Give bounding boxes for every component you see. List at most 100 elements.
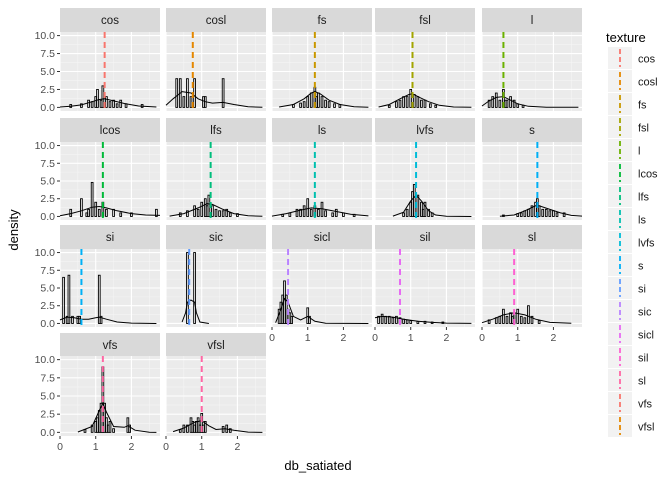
legend-item-fs: fs bbox=[608, 93, 647, 115]
y-tick-label: 5.0 bbox=[40, 176, 55, 188]
x-tick-label: 2 bbox=[235, 441, 241, 453]
facet-strip-label: lcos bbox=[100, 125, 121, 137]
histogram-bar bbox=[505, 99, 509, 108]
histogram-bar bbox=[402, 318, 405, 324]
histogram-bar bbox=[97, 208, 101, 217]
facet-strip bbox=[482, 225, 582, 249]
histogram-bar bbox=[193, 252, 196, 324]
facet-strip bbox=[375, 8, 475, 32]
facet-strip-label: si bbox=[106, 232, 114, 244]
histogram-bar bbox=[78, 315, 81, 324]
facet-strip bbox=[60, 333, 160, 357]
histogram-bar bbox=[105, 96, 108, 108]
facet-panel-sicl: sicl bbox=[271, 225, 372, 327]
facet-strip-label: cos bbox=[101, 15, 119, 27]
histogram-bar bbox=[334, 208, 338, 217]
y-tick-label: 7.5 bbox=[40, 48, 55, 60]
histogram-bar bbox=[69, 208, 73, 217]
histogram-bar bbox=[295, 208, 299, 217]
legend-item-sl: sl bbox=[608, 369, 646, 391]
histogram-bar bbox=[387, 104, 391, 108]
y-tick-label: 7.5 bbox=[40, 372, 55, 384]
histogram-bar bbox=[519, 315, 523, 324]
histogram-bar bbox=[555, 212, 559, 217]
histogram-bar bbox=[299, 102, 302, 108]
histogram-bar bbox=[395, 315, 398, 324]
histogram-bar bbox=[182, 96, 186, 108]
facet-panels: cos cosl fs fsl l lcos lfs ls lvfs s si sic sicl sil s… bbox=[59, 8, 583, 436]
facet-strip bbox=[482, 8, 582, 32]
histogram-bar bbox=[225, 208, 229, 217]
facet-strip bbox=[166, 333, 266, 357]
histogram-bar bbox=[523, 210, 527, 217]
legend-item-sicl: sicl bbox=[608, 323, 654, 345]
histogram-bar bbox=[380, 313, 384, 324]
histogram-bar bbox=[309, 92, 313, 108]
density-curve bbox=[499, 205, 583, 217]
x-tick-label: 0 bbox=[372, 332, 378, 344]
histogram-bar bbox=[498, 99, 502, 108]
histogram-bar bbox=[128, 424, 131, 433]
facet-strip-label: vfs bbox=[103, 340, 118, 352]
histogram-bar bbox=[427, 208, 430, 217]
histogram-bar bbox=[320, 96, 324, 108]
legend-label: si bbox=[638, 284, 646, 296]
histogram-bar bbox=[398, 99, 402, 108]
legend-items: cos cosl fs fsl l lcos lfs ls lvfs s si sic sicl sil s… bbox=[608, 47, 658, 437]
facet-panel-vfs: vfs bbox=[59, 333, 160, 436]
facet-panel-cos: cos bbox=[59, 8, 160, 111]
legend-item-lcos: lcos bbox=[608, 162, 658, 184]
y-tick-label: 2.5 bbox=[40, 409, 55, 421]
histogram-bar bbox=[200, 413, 204, 433]
legend-item-cosl: cosl bbox=[608, 70, 658, 92]
histogram-bar bbox=[402, 212, 405, 217]
legend-label: lfs bbox=[638, 192, 650, 204]
facet-panel-cosl: cosl bbox=[165, 8, 266, 111]
histogram-bar bbox=[94, 201, 98, 217]
histogram-bar bbox=[377, 315, 380, 324]
facet-strip bbox=[166, 118, 266, 142]
histogram-bar bbox=[527, 208, 530, 217]
facet-strip-label: lvfs bbox=[416, 125, 434, 137]
facet-strip bbox=[272, 8, 372, 32]
histogram-bar bbox=[178, 78, 182, 108]
histogram-bar bbox=[317, 92, 320, 108]
facet-panel-ls: ls bbox=[271, 118, 372, 220]
y-tick-label: 0.0 bbox=[40, 318, 55, 330]
histogram-bar bbox=[97, 274, 101, 324]
histogram-bar bbox=[112, 428, 115, 433]
facet-panel-lcos: lcos bbox=[59, 118, 161, 220]
facet-strip bbox=[60, 8, 160, 32]
axes: 0.02.55.07.510.00.02.55.07.510.00.02.55.… bbox=[35, 30, 557, 453]
histogram-bar bbox=[80, 103, 83, 108]
histogram-bar bbox=[186, 210, 189, 217]
x-tick-label: 0 bbox=[269, 332, 275, 344]
histogram-bar bbox=[333, 103, 336, 108]
density-curve bbox=[59, 98, 157, 108]
histogram-bar bbox=[420, 99, 423, 108]
legend-label: fsl bbox=[638, 123, 649, 135]
histogram-bar bbox=[324, 210, 327, 217]
legend-item-vfs: vfs bbox=[608, 392, 653, 414]
density-curve bbox=[378, 93, 472, 108]
histogram-bar bbox=[423, 201, 427, 217]
histogram-bar bbox=[119, 212, 123, 217]
histogram-bar bbox=[96, 89, 99, 108]
legend-label: cosl bbox=[638, 77, 658, 89]
histogram-bar bbox=[87, 208, 90, 217]
histogram-bar bbox=[108, 101, 112, 108]
facet-panel-sic: sic bbox=[165, 225, 266, 327]
histogram-bar bbox=[416, 96, 420, 108]
histogram-bar bbox=[527, 305, 530, 324]
y-tick-label: 0.0 bbox=[40, 427, 55, 439]
y-tick-label: 10.0 bbox=[35, 140, 56, 152]
legend-label: lcos bbox=[638, 169, 658, 181]
facet-strip-label: sil bbox=[420, 232, 431, 244]
histogram-bar bbox=[494, 317, 498, 324]
histogram-bar bbox=[308, 315, 311, 324]
y-tick-label: 7.5 bbox=[40, 265, 55, 277]
histogram-bar bbox=[516, 308, 520, 324]
facet-panel-vfsl: vfsl bbox=[165, 333, 266, 436]
histogram-bar bbox=[193, 205, 196, 217]
histogram-bar bbox=[108, 421, 112, 433]
